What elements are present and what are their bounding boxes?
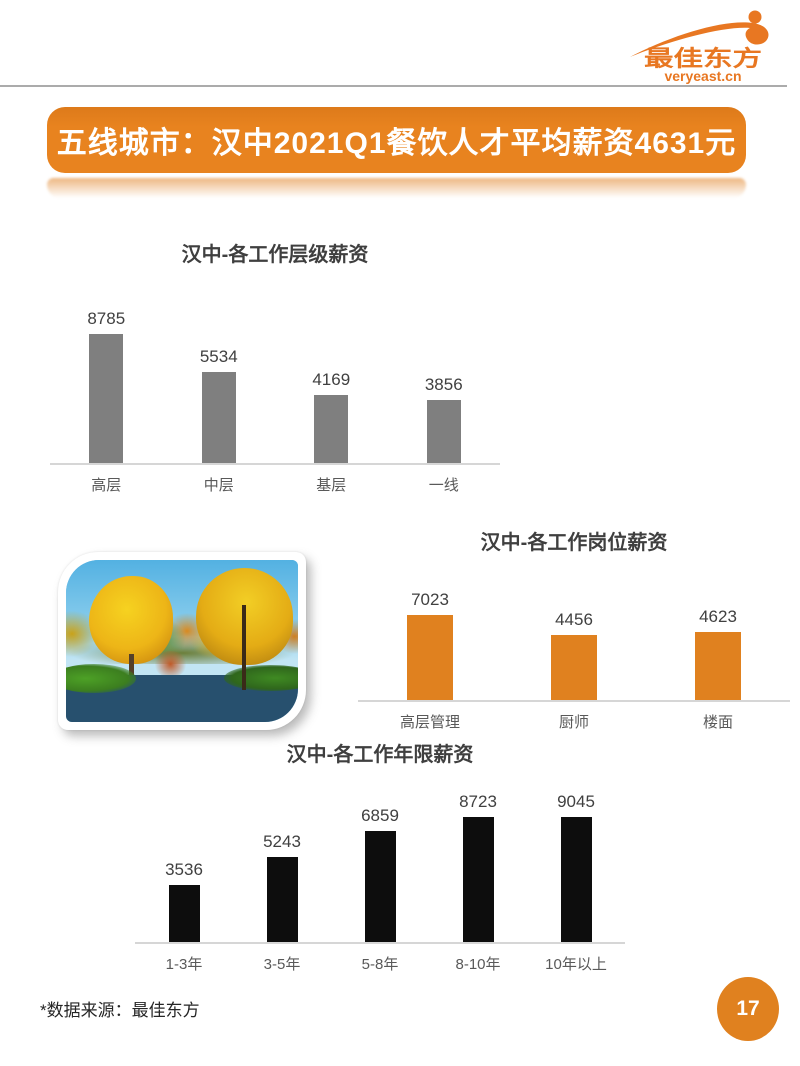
- photo-left-trunk: [128, 653, 134, 687]
- bar: [266, 857, 298, 942]
- bar: [560, 817, 592, 942]
- bar-category-label: 3-5年: [263, 956, 301, 973]
- bar: [695, 632, 741, 700]
- autumn-photo: [66, 560, 298, 722]
- page-number-badge: 17: [717, 977, 779, 1041]
- bar: [168, 884, 200, 942]
- bar: [364, 831, 396, 942]
- bar: [314, 394, 349, 463]
- bar-value-label: 4169: [312, 369, 351, 389]
- chart-work-position: 汉中-各工作岗位薪资 7023 4456 4623 高层管理 厨师 楼面: [358, 526, 790, 732]
- bar-category-label: 高层管理: [399, 714, 460, 731]
- chart-work-years: 汉中-各工作年限薪资 3536 5243 6859 8723 9045 1-3年 3-5年…: [135, 738, 625, 974]
- bar-category-label: 楼面: [702, 714, 733, 731]
- chart-title: 汉中-各工作年限薪资: [286, 744, 474, 766]
- bar-category-label: 10年以上: [545, 956, 607, 973]
- bar-value-label: 3856: [424, 374, 463, 394]
- chart-title: 汉中-各工作层级薪资: [181, 244, 369, 266]
- bar-group: 4623: [646, 590, 790, 700]
- photo-left-bank: [66, 663, 136, 693]
- bar-value-label: 8723: [459, 792, 497, 811]
- bar-plot: 8785 5534 4169 3856: [50, 309, 500, 465]
- bar-group: 8723: [429, 792, 527, 942]
- bar-group: 4456: [502, 590, 646, 700]
- bar-category-label: 一线: [428, 477, 459, 494]
- logo-domain-text: veryeast.cn: [664, 68, 741, 84]
- bar-category-label: 高层: [91, 477, 122, 494]
- page-title: 五线城市：汉中2021Q1餐饮人才平均薪资4631元: [56, 127, 737, 160]
- bar-value-label: 4623: [699, 607, 737, 627]
- bar-plot: 7023 4456 4623: [358, 590, 790, 702]
- bar-value-label: 6859: [361, 806, 399, 826]
- bar: [551, 634, 597, 700]
- bar-group: 3536: [135, 792, 233, 942]
- photo-right-trunk: [242, 605, 248, 690]
- banner-reflection: [47, 178, 746, 198]
- bar-group: 5243: [233, 792, 331, 942]
- bar-value-label: 8785: [87, 309, 126, 328]
- photo-right-bank: [223, 665, 298, 692]
- bar: [462, 817, 494, 942]
- bar-group: 8785: [50, 309, 163, 463]
- bar-group: 7023: [358, 590, 502, 700]
- category-axis: 高层 中层 基层 一线: [50, 465, 500, 495]
- photo-left-tree: [89, 576, 173, 664]
- chart-work-level: 汉中-各工作层级薪资 8785 5534 4169 3856 高层 中层 基层 一线: [50, 238, 500, 495]
- chart-title: 汉中-各工作岗位薪资: [480, 532, 668, 554]
- autumn-photo-frame: [58, 552, 306, 730]
- bar-value-label: 4456: [555, 609, 593, 629]
- bar-group: 5534: [163, 309, 276, 463]
- bar-group: 3856: [388, 309, 501, 463]
- bar-group: 9045: [527, 792, 625, 942]
- veryeast-logo: 最佳东方 veryeast.cn: [630, 10, 769, 84]
- bar: [201, 372, 236, 463]
- bar-value-label: 7023: [411, 590, 449, 609]
- bar: [407, 615, 453, 700]
- bar-group: 4169: [275, 309, 388, 463]
- swoosh-person-icon: [630, 10, 769, 57]
- bar-value-label: 5243: [263, 832, 301, 852]
- bar-value-label: 9045: [557, 792, 595, 811]
- bar-category-label: 5-8年: [361, 956, 399, 973]
- logo-name-text: 最佳东方: [644, 46, 762, 71]
- bar-category-label: 基层: [316, 477, 347, 494]
- data-source-note: *数据来源：最佳东方: [40, 1001, 200, 1020]
- bar-plot: 3536 5243 6859 8723 9045: [135, 792, 625, 944]
- bar-value-label: 3536: [165, 859, 203, 879]
- header-divider: [0, 85, 787, 87]
- bar-category-label: 中层: [203, 477, 234, 494]
- category-axis: 高层管理 厨师 楼面: [358, 702, 790, 732]
- bar-category-label: 1-3年: [165, 956, 203, 973]
- page-title-banner: 五线城市：汉中2021Q1餐饮人才平均薪资4631元: [47, 107, 746, 173]
- bar-value-label: 5534: [199, 347, 238, 367]
- page-number: 17: [736, 997, 760, 1020]
- bar-category-label: 8-10年: [455, 956, 501, 973]
- bar-group: 6859: [331, 792, 429, 942]
- bar: [426, 399, 461, 463]
- bar-category-label: 厨师: [558, 714, 589, 731]
- bar: [89, 334, 124, 463]
- category-axis: 1-3年 3-5年 5-8年 8-10年 10年以上: [135, 944, 625, 974]
- photo-red-bush: [154, 650, 187, 677]
